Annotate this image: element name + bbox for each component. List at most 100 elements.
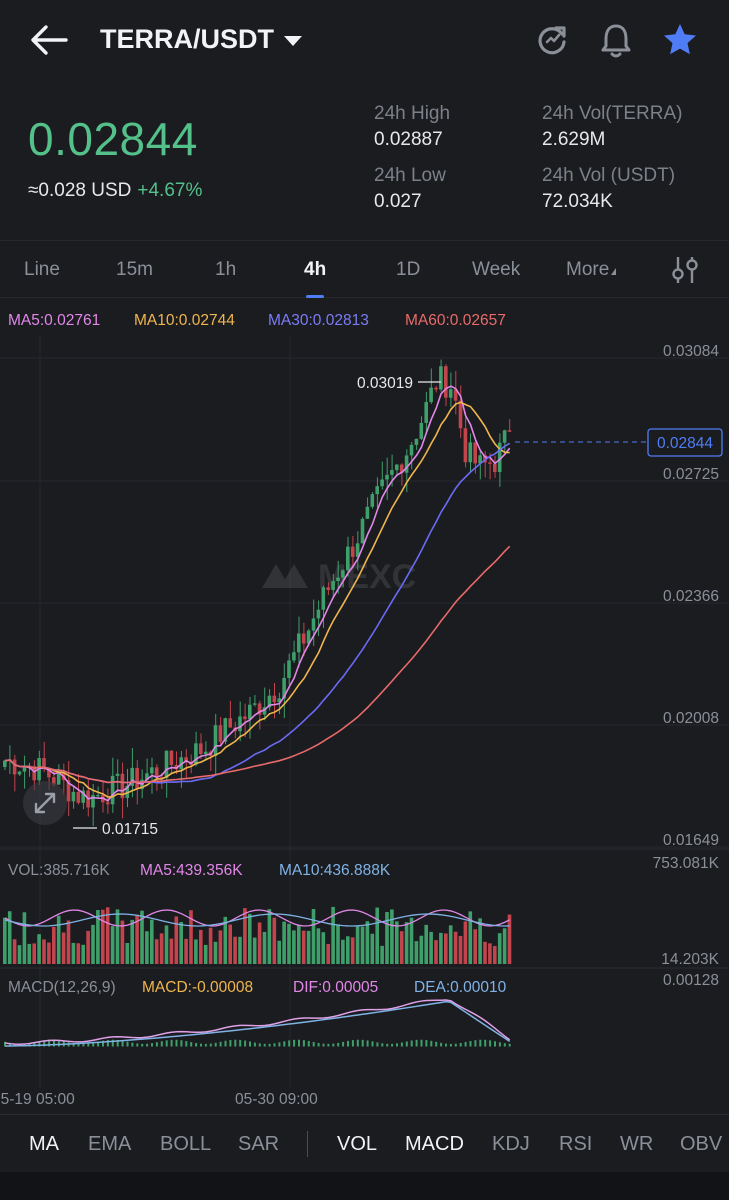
macd-title: MACD(12,26,9) [8,979,116,996]
back-arrow-icon[interactable] [26,20,74,60]
macd-histogram-bar [400,1042,403,1047]
candle-body [292,652,296,661]
indicator-wr[interactable]: WR [620,1133,654,1155]
indicator-boll[interactable]: BOLL [160,1133,212,1155]
indicator-bar: MA EMA BOLL SAR VOL MACD KDJ RSI WR OBV [0,1114,729,1172]
watermark-text: MEXC [318,558,416,596]
volume-bar [203,944,208,964]
caret-down-icon [284,36,302,46]
candle-body [184,757,188,762]
volume-bar [248,913,252,964]
bottom-safe-area [0,1172,729,1200]
macd-histogram-bar [53,1039,55,1047]
volume-bar [27,943,32,964]
macd-histogram-bar [4,1041,6,1047]
macd-value: MACD:-0.00008 [142,979,253,996]
macd-histogram-bar [273,1043,276,1047]
indicator-rsi[interactable]: RSI [559,1133,593,1155]
candle-body [17,771,22,775]
refresh-icon[interactable] [532,20,572,60]
macd-histogram-bar [430,1040,433,1047]
volume-bar [101,909,105,964]
price-axis-label: 0.02366 [663,588,719,605]
macd-histogram-bar [72,1043,75,1047]
volume-bar [22,912,27,964]
volume-bar [174,916,179,964]
tab-week[interactable]: Week [472,259,521,280]
indicator-ma[interactable]: MA [29,1133,59,1155]
vol-axis-label: 753.081K [653,855,720,872]
volume-bar [252,937,257,964]
bell-icon[interactable] [596,20,636,60]
candle-body [52,777,56,785]
indicator-obv[interactable]: OBV [680,1133,723,1155]
expand-arrows-icon[interactable] [23,781,67,825]
kline-chart[interactable]: MEXC MA5:0.02761 MA10:0.02744 MA30:0.028… [0,298,729,1113]
volume-bar [184,938,188,964]
time-axis-label: 05-30 09:00 [235,1091,318,1108]
candle-body [199,743,203,754]
tab-1d[interactable]: 1D [396,259,421,280]
tab-more[interactable]: More [566,259,617,281]
indicator-settings-icon[interactable] [672,255,704,291]
indicator-macd[interactable]: MACD [405,1133,464,1155]
fiat-price-line: ≈0.028 USD +4.67% [28,180,202,202]
macd-histogram-bar [224,1040,227,1047]
macd-histogram-bar [317,1042,320,1047]
macd-histogram-bar [43,1040,46,1047]
candle-body [380,479,384,487]
candle-body [453,389,458,401]
vol-ma10-legend: MA10:436.888K [279,862,391,879]
volume-bar [105,907,110,964]
volume-bar [164,925,169,964]
macd-histogram-bar [342,1041,345,1047]
macd-histogram-bar [298,1039,300,1047]
macd-histogram-bar [131,1042,134,1047]
macd-histogram-bar [371,1041,374,1047]
candle-body [12,759,17,775]
macd-histogram-bar [396,1043,398,1047]
tab-15m[interactable]: 15m [116,259,153,280]
macd-histogram-bar [425,1040,428,1047]
macd-histogram-bar [307,1040,310,1047]
indicator-vol[interactable]: VOL [337,1133,378,1155]
kline-chart-svg[interactable]: MEXC MA5:0.02761 MA10:0.02744 MA30:0.028… [0,298,729,1113]
candle-body [81,790,85,803]
tab-line[interactable]: Line [24,259,60,280]
volume-bar [493,945,497,964]
macd-histogram-bar [151,1043,153,1047]
star-icon[interactable] [660,20,700,60]
volume-bar [267,909,272,964]
candle-body [414,438,419,445]
macd-histogram-bar [405,1041,408,1047]
volume-bar [56,915,61,964]
mexc-watermark: MEXC [262,558,416,596]
volume-bar [473,929,477,964]
volume-bar [86,930,90,964]
pair-selector[interactable]: TERRA/USDT [100,24,302,55]
volume-bar [488,943,492,964]
candle-body [243,716,247,720]
macd-panel [4,999,511,1047]
indicator-kdj[interactable]: KDJ [492,1133,530,1155]
macd-histogram-bar [283,1041,286,1047]
candle-body [444,366,448,398]
time-axis-label: 05-19 05:00 [0,1091,75,1108]
candle-body [473,442,477,464]
tab-1h[interactable]: 1h [215,259,237,280]
tab-4h[interactable]: 4h [304,259,326,298]
volume-bar [282,921,286,964]
vol-ma5-legend: MA5:439.356K [140,862,243,879]
candle-body [76,791,81,803]
vol-quote-label: 24h Vol (USDT) [542,165,676,186]
indicator-sar[interactable]: SAR [238,1133,280,1155]
candle-body [179,757,183,770]
indicator-divider [307,1131,308,1157]
volume-bar [140,910,144,964]
candle-body [497,442,502,473]
candle-body [395,464,399,471]
indicator-ema[interactable]: EMA [88,1133,132,1155]
volume-bar [150,919,154,964]
volume-bar [135,914,139,964]
macd-histogram-bar [449,1043,452,1047]
